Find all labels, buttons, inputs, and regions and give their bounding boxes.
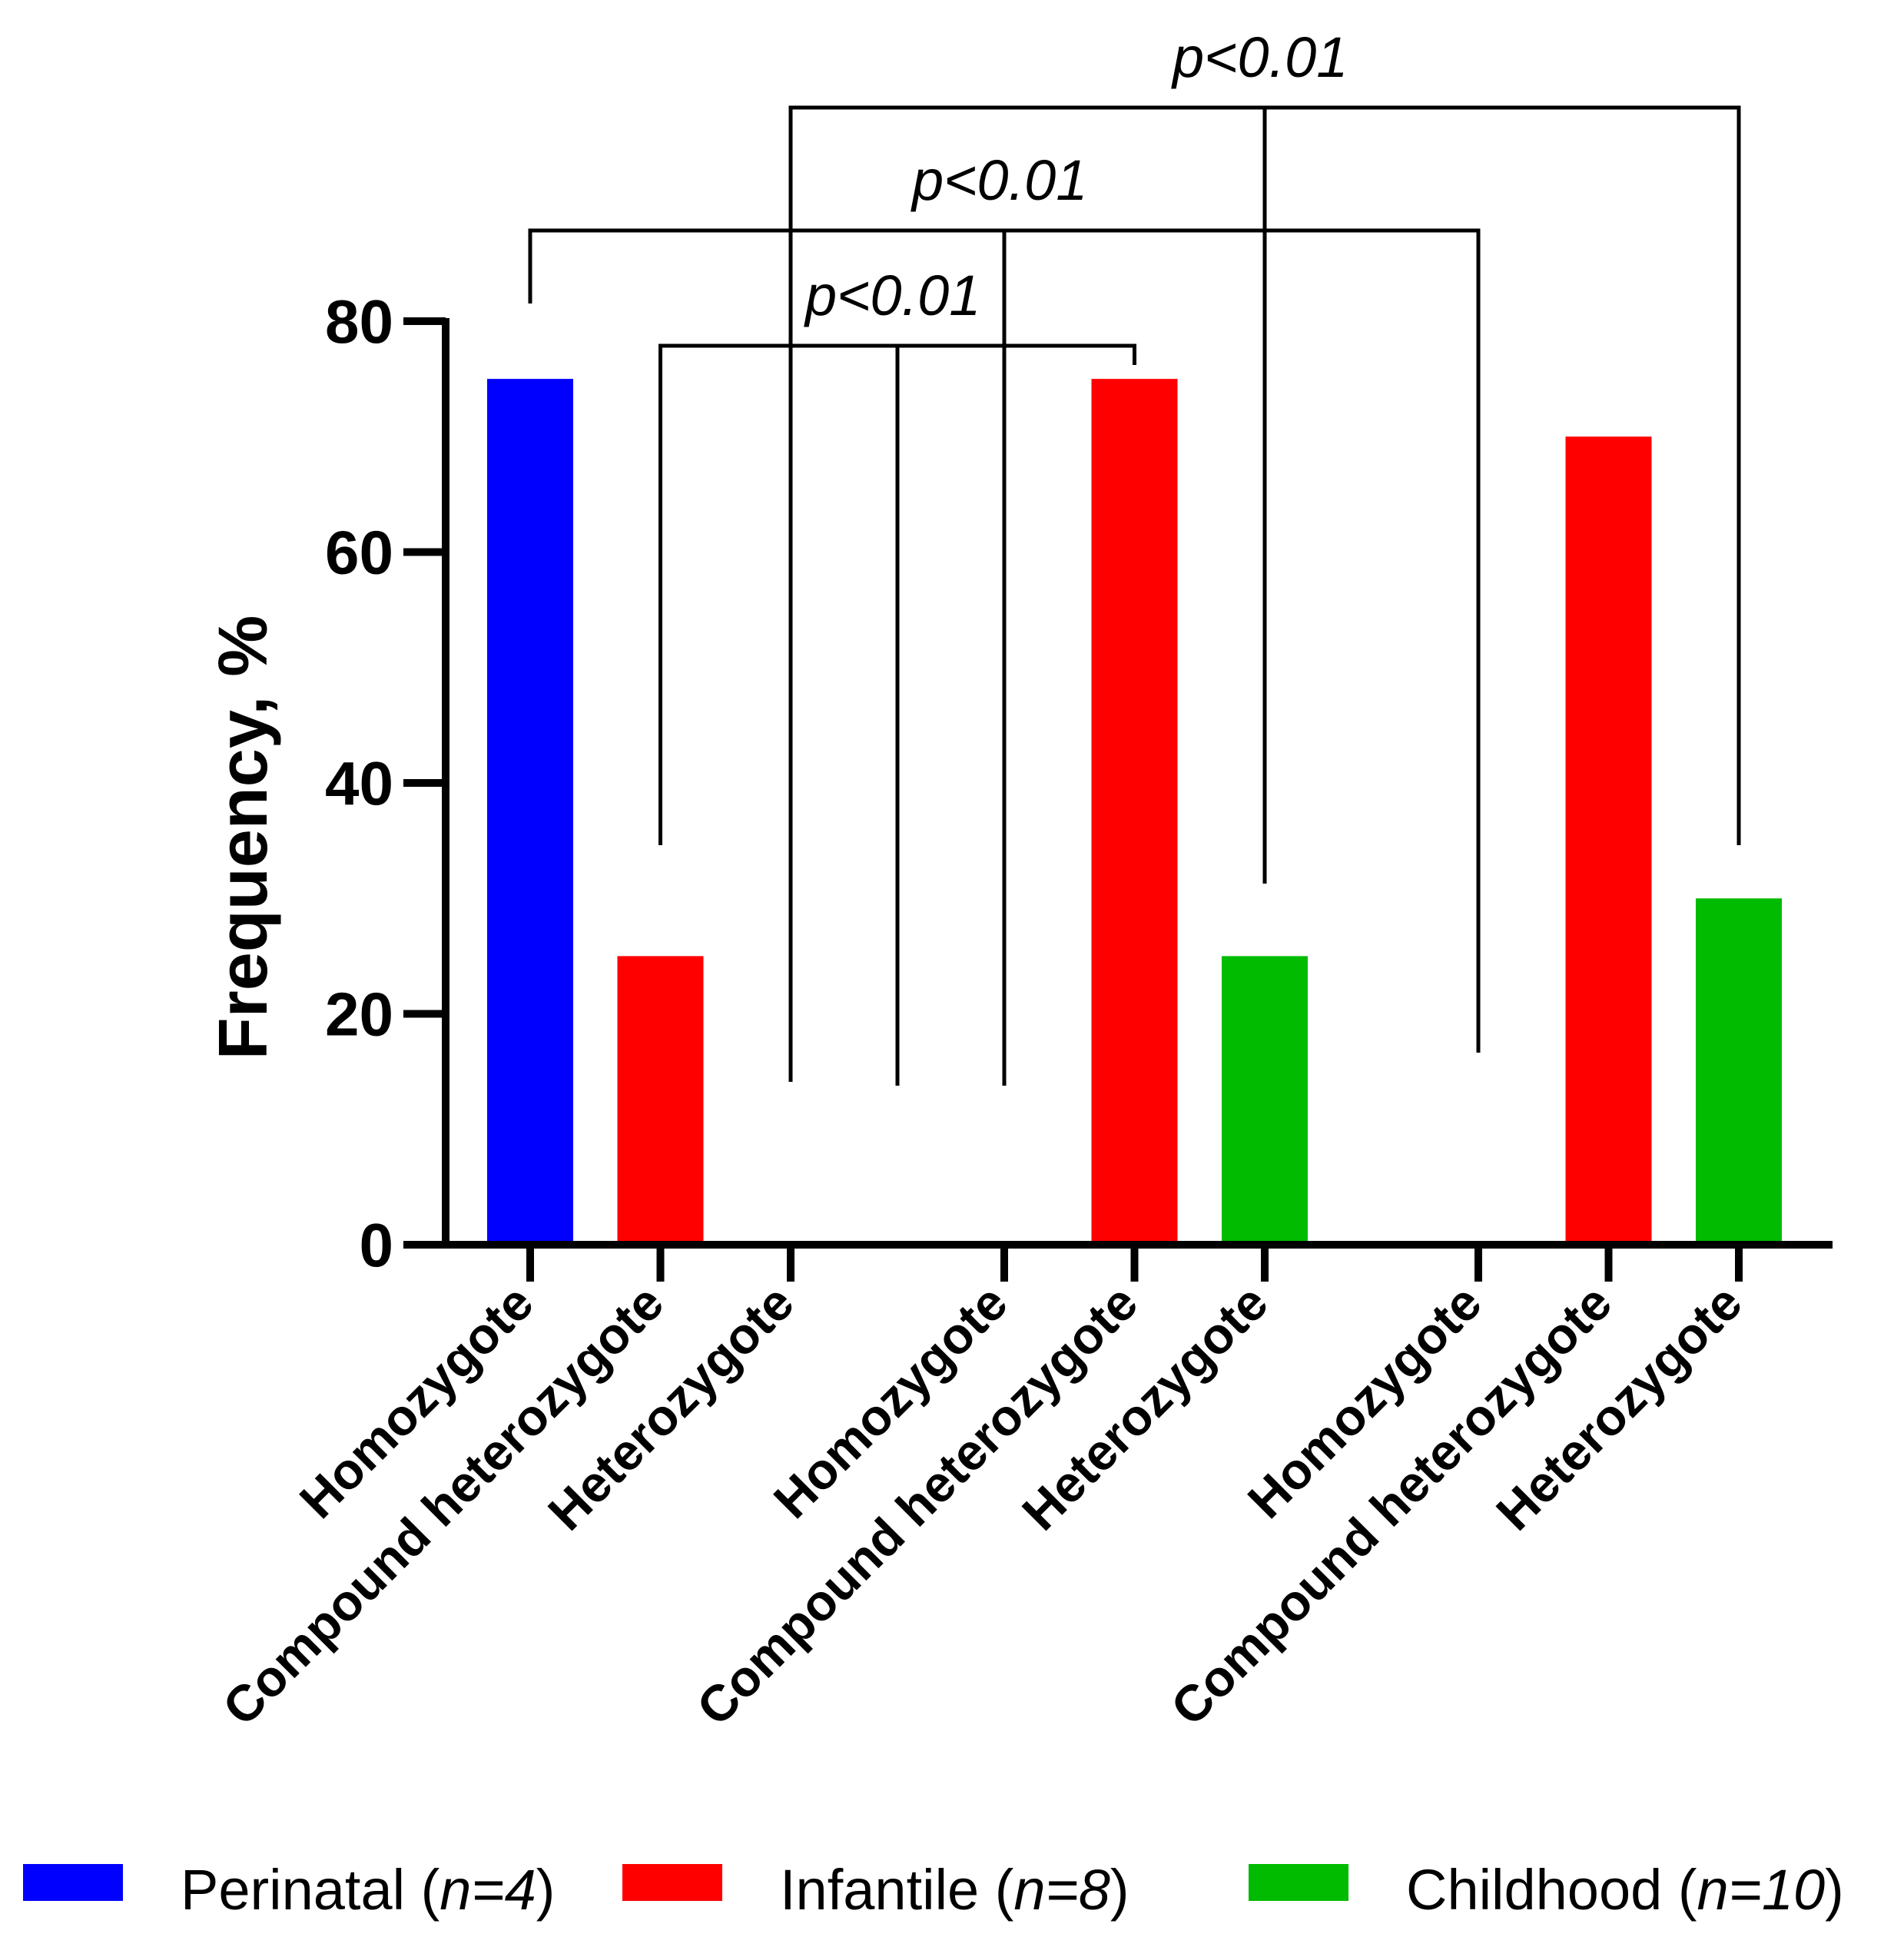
significance-brackets: p<0.01 p<0.01 p<0.01 (528, 25, 1741, 1086)
legend-item-infantile: Infantile (n=8) (622, 1858, 1129, 1922)
significance-label-2: p<0.01 (911, 148, 1087, 212)
bar-perinatal-compound-heterozygote (617, 956, 704, 1245)
significance-label-1: p<0.01 (804, 264, 980, 327)
y-tick-label-40: 40 (325, 749, 393, 818)
bar-infantile-compound-heterozygote (1091, 379, 1178, 1245)
axes: 0 20 40 60 80 (325, 287, 1833, 1282)
significance-label-3: p<0.01 (1171, 25, 1348, 89)
y-tick-label-80: 80 (325, 287, 393, 356)
significance-bracket-2: p<0.01 (528, 148, 1481, 1086)
significance-bracket-3: p<0.01 (788, 25, 1741, 1082)
bar-perinatal-homozygote (487, 379, 573, 1245)
y-axis-label: Frequency, % (205, 615, 282, 1060)
bars (487, 379, 1782, 1245)
bar-childhood-compound-heterozygote (1565, 436, 1652, 1245)
bar-childhood-heterozygote (1696, 898, 1782, 1245)
legend: Perinatal (n=4) Infantile (n=8) Childhood … (23, 1858, 1844, 1922)
legend-swatch-childhood (1249, 1864, 1348, 1901)
legend-item-childhood: Childhood (n=10) (1249, 1858, 1844, 1922)
legend-label-infantile: Infantile (n=8) (780, 1858, 1129, 1922)
y-tick-label-20: 20 (325, 980, 393, 1049)
legend-label-perinatal: Perinatal (n=4) (181, 1858, 555, 1922)
y-tick-label-0: 0 (360, 1211, 394, 1279)
legend-label-childhood: Childhood (n=10) (1406, 1858, 1844, 1922)
y-tick-label-60: 60 (325, 519, 393, 587)
legend-swatch-perinatal (23, 1864, 123, 1901)
significance-bracket-1: p<0.01 (658, 264, 1136, 1086)
bar-infantile-heterozygote (1222, 956, 1308, 1245)
legend-swatch-infantile (622, 1864, 722, 1901)
legend-item-perinatal: Perinatal (n=4) (23, 1858, 555, 1922)
